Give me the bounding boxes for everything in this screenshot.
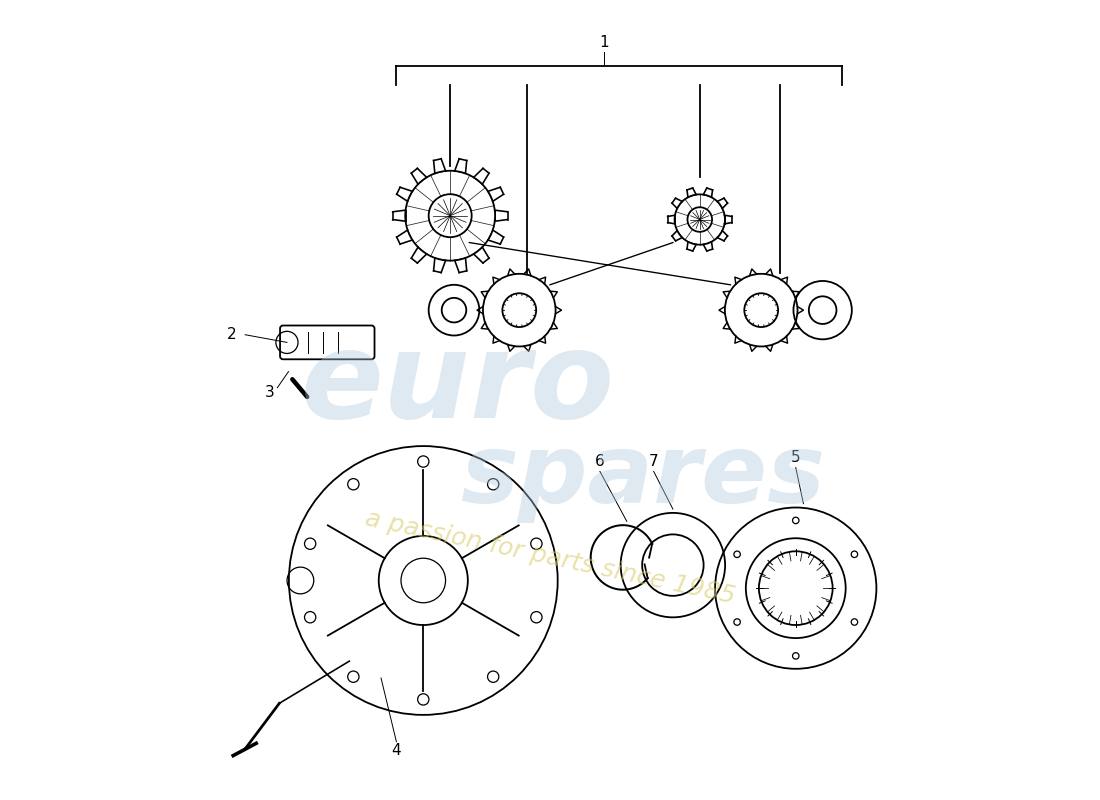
Text: 3: 3 (265, 385, 275, 400)
Text: 6: 6 (595, 454, 605, 469)
Text: 1: 1 (598, 35, 608, 50)
Text: a passion for parts since 1985: a passion for parts since 1985 (363, 506, 737, 609)
Text: 4: 4 (392, 743, 402, 758)
Text: euro: euro (300, 326, 615, 443)
Text: 2: 2 (227, 327, 236, 342)
Text: 5: 5 (791, 450, 801, 465)
Text: 7: 7 (649, 454, 659, 469)
Text: spares: spares (460, 430, 825, 523)
